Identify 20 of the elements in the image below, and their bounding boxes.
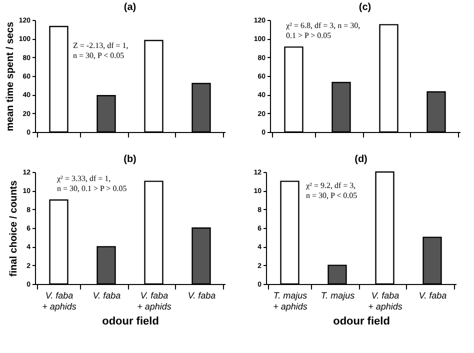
- x-tick-label: T. majus: [320, 290, 356, 300]
- annotation: Z = -2.13, df = 1, n = 30, P < 0.05: [73, 41, 128, 60]
- annotation: χ² = 3.33, df = 1, n = 30, 0.1 > P > 0.05: [56, 174, 127, 193]
- x-axis-title: odour field: [102, 316, 159, 328]
- x-tick-label: V. faba: [92, 290, 121, 300]
- chart-title: (b): [124, 154, 136, 165]
- x-tick-label: V. faba: [188, 290, 216, 300]
- x-tick-label: V. faba: [418, 290, 447, 300]
- x-tick-label: V. faba + aphids: [137, 290, 172, 312]
- x-axis-title: odour field: [333, 316, 390, 328]
- y-axis-title: final choice / counts: [8, 180, 20, 277]
- annotation: χ² = 6.8, df = 3, n = 30, 0.1 > P > 0.05: [285, 21, 360, 40]
- x-tick-label: V. faba + aphids: [368, 290, 403, 312]
- chart-title: (d): [354, 154, 368, 165]
- chart-title: (c): [358, 2, 372, 13]
- chart-title: (a): [124, 2, 136, 13]
- y-axis-title: mean time spent / secs: [4, 21, 16, 132]
- x-tick-label: V. faba + aphids: [42, 290, 77, 312]
- annotation: χ² = 9.2, df = 3, n = 30, P < 0.05: [305, 181, 358, 200]
- x-tick-label: T. majus + aphids: [273, 290, 308, 312]
